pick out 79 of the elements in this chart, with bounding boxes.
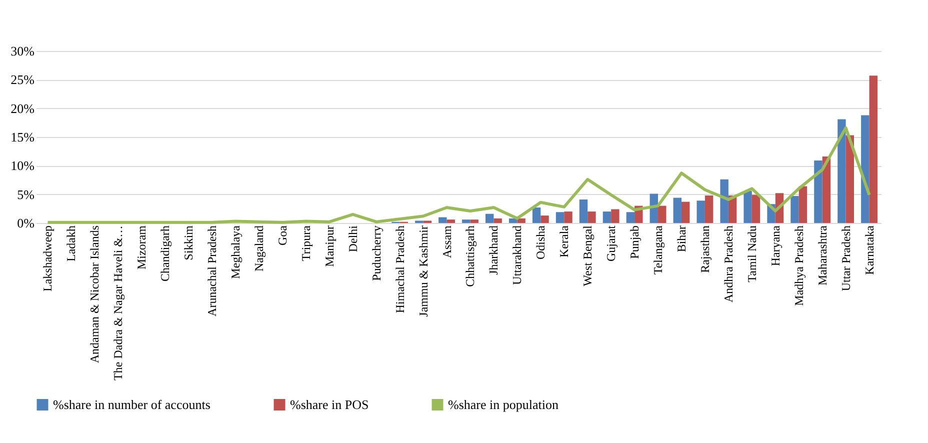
legend-label: %share in number of accounts [53, 396, 210, 412]
x-tick-label: Lakshadweep [40, 226, 55, 292]
bar [579, 199, 588, 223]
bar [602, 212, 612, 223]
x-tick-label: Chandigarh [158, 226, 172, 282]
x-tick-label: The Dadra & Nagar Haveli &… [111, 226, 126, 380]
x-tick-label: Kerala [557, 224, 572, 258]
x-tick-label: Delhi [346, 224, 360, 252]
bar [494, 218, 502, 223]
x-tick-label: Manipur [322, 226, 336, 267]
y-tick-label: 20% [10, 100, 35, 116]
bar [681, 202, 690, 223]
bar [720, 179, 728, 223]
bar [556, 212, 564, 223]
y-tick-label: 10% [10, 158, 35, 174]
legend-label: %share in population [448, 396, 559, 412]
y-tick-label: 5% [17, 186, 35, 202]
x-tick-label: Jammu & Kashmir [416, 226, 430, 317]
bar [611, 209, 620, 223]
line-series [46, 126, 871, 224]
x-tick-label: Meghalaya [228, 224, 243, 279]
bar [588, 212, 596, 223]
x-tick-label: Mizoram [134, 224, 149, 270]
bar [798, 186, 808, 223]
bar [861, 115, 870, 223]
x-tick-label: Odisha [534, 224, 548, 260]
bar [752, 194, 760, 223]
bar [462, 220, 470, 223]
x-tick-label: Maharashtra [815, 224, 830, 286]
x-tick-label: Uttarakhand [510, 226, 524, 285]
bar [744, 190, 752, 223]
x-tick-label: Karnataka [862, 224, 876, 275]
bar [446, 220, 455, 223]
bar [532, 208, 541, 223]
bar [704, 195, 714, 223]
bar [470, 220, 478, 223]
bar [517, 218, 526, 223]
x-tick-label: Chhattisgarh [463, 226, 478, 287]
x-tick-label: Telangana [651, 224, 666, 275]
y-tick-label: 30% [10, 44, 35, 58]
x-tick-label: Rajasthan [698, 226, 712, 273]
bar [838, 119, 846, 223]
bar [564, 212, 572, 223]
x-tick-label: Madhya Pradesh [792, 226, 806, 306]
x-tick-label: Andhra Pradesh [721, 226, 736, 302]
x-tick-label: Puducherry [369, 226, 384, 281]
x-tick-label: Punjab [628, 226, 642, 259]
x-tick-label: Nagaland [252, 226, 266, 272]
bar [869, 76, 878, 223]
x-tick-label: Andaman & Nicobar Islands [88, 225, 102, 364]
bar [790, 196, 799, 223]
x-tick-label: Gujarat [604, 224, 618, 262]
x-tick-label: Himachal Pradesh [392, 226, 407, 314]
bar [822, 156, 831, 223]
legend-label: %share in POS [290, 396, 369, 412]
y-tick-label: 0% [17, 216, 35, 230]
bar [814, 160, 822, 223]
bar [626, 212, 635, 223]
bar [540, 216, 549, 223]
bar [485, 214, 494, 223]
x-tick-label: Assam [440, 224, 454, 258]
x-tick-label: Uttar Pradesh [838, 226, 853, 292]
x-tick-label: Haryana [768, 224, 782, 266]
x-tick-label: Tripura [298, 224, 313, 262]
x-tick-label: Goa [275, 224, 290, 246]
y-tick-label: 25% [10, 72, 35, 88]
bar [438, 217, 447, 223]
x-tick-label: Jharkhand [486, 226, 501, 275]
bar [696, 200, 705, 223]
x-tick-label: Ladakh [64, 226, 78, 262]
x-tick-label: Sikkim [182, 224, 196, 260]
bar [846, 135, 854, 223]
bar [658, 206, 666, 223]
x-tick-label: West Bengal [580, 224, 595, 286]
x-tick-label: Arunachal Pradesh [205, 226, 220, 316]
y-tick-label: 15% [10, 130, 35, 144]
bar [673, 198, 682, 223]
x-tick-label: Tamil Nadu [744, 226, 759, 282]
x-tick-label: Bihar [674, 226, 688, 252]
